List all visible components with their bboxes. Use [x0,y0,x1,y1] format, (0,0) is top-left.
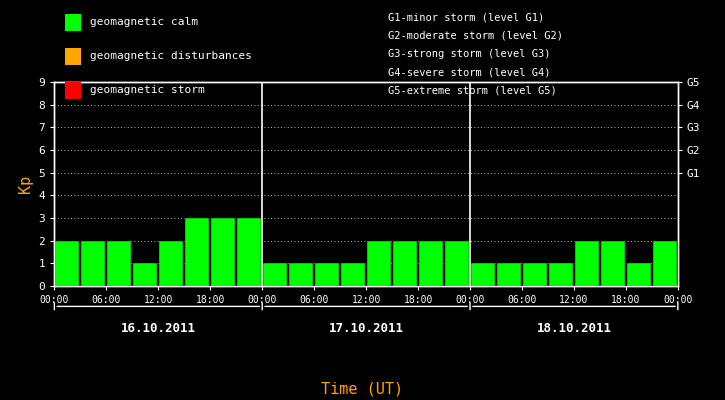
Text: geomagnetic disturbances: geomagnetic disturbances [90,51,252,61]
Bar [471,263,495,286]
Bar [186,218,210,286]
Bar [81,241,105,286]
Bar [575,241,599,286]
Bar [160,241,183,286]
Bar [549,263,573,286]
Text: G5-extreme storm (level G5): G5-extreme storm (level G5) [388,86,557,96]
Bar [211,218,235,286]
Bar [497,263,521,286]
Text: Time (UT): Time (UT) [321,381,404,396]
Bar [419,241,443,286]
Bar [237,218,261,286]
Bar [601,241,625,286]
Text: geomagnetic storm: geomagnetic storm [90,85,204,95]
Text: G3-strong storm (level G3): G3-strong storm (level G3) [388,49,550,59]
Bar [289,263,313,286]
Y-axis label: Kp: Kp [18,175,33,193]
Text: 17.10.2011: 17.10.2011 [328,322,404,335]
Bar [55,241,79,286]
Text: G1-minor storm (level G1): G1-minor storm (level G1) [388,12,544,22]
Text: 18.10.2011: 18.10.2011 [536,322,611,335]
Bar [341,263,365,286]
Text: G4-severe storm (level G4): G4-severe storm (level G4) [388,67,550,77]
Bar [315,263,339,286]
Text: G2-moderate storm (level G2): G2-moderate storm (level G2) [388,30,563,40]
Text: geomagnetic calm: geomagnetic calm [90,18,198,28]
Bar [523,263,547,286]
Bar [133,263,157,286]
Bar [653,241,677,286]
Bar [107,241,131,286]
Bar [627,263,651,286]
Bar [393,241,417,286]
Bar [445,241,469,286]
Bar [263,263,287,286]
Text: 16.10.2011: 16.10.2011 [121,322,196,335]
Bar [367,241,391,286]
